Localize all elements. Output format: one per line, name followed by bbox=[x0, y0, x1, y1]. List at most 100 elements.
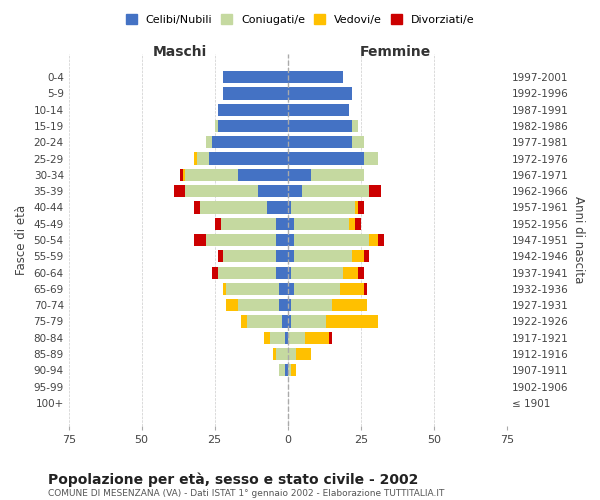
Bar bbox=[223, 71, 287, 83]
Bar bbox=[349, 218, 355, 230]
Text: Maschi: Maschi bbox=[152, 45, 207, 59]
Bar bbox=[311, 169, 364, 181]
Bar bbox=[276, 250, 287, 262]
Bar bbox=[370, 185, 381, 198]
Bar bbox=[287, 299, 290, 312]
Bar bbox=[352, 250, 364, 262]
Bar bbox=[302, 185, 370, 198]
Bar bbox=[212, 136, 287, 148]
Bar bbox=[194, 234, 206, 246]
Bar bbox=[355, 202, 358, 213]
Bar bbox=[179, 169, 182, 181]
Bar bbox=[358, 266, 364, 278]
Bar bbox=[287, 152, 364, 164]
Bar bbox=[218, 120, 287, 132]
Bar bbox=[296, 348, 311, 360]
Bar bbox=[194, 202, 200, 213]
Bar bbox=[287, 332, 305, 344]
Bar bbox=[182, 169, 185, 181]
Bar bbox=[305, 332, 329, 344]
Bar bbox=[352, 136, 364, 148]
Bar bbox=[287, 88, 352, 100]
Bar bbox=[215, 120, 218, 132]
Bar bbox=[287, 348, 296, 360]
Bar bbox=[293, 283, 340, 295]
Bar bbox=[355, 218, 361, 230]
Bar bbox=[276, 218, 287, 230]
Bar bbox=[293, 234, 370, 246]
Bar bbox=[290, 299, 332, 312]
Bar bbox=[287, 104, 349, 116]
Bar bbox=[287, 266, 290, 278]
Bar bbox=[276, 266, 287, 278]
Bar bbox=[218, 104, 287, 116]
Bar bbox=[343, 266, 358, 278]
Bar bbox=[223, 88, 287, 100]
Bar bbox=[185, 185, 259, 198]
Bar bbox=[212, 266, 218, 278]
Bar bbox=[279, 283, 287, 295]
Bar bbox=[287, 218, 293, 230]
Bar bbox=[287, 250, 293, 262]
Bar bbox=[279, 364, 285, 376]
Bar bbox=[273, 348, 276, 360]
Bar bbox=[241, 316, 247, 328]
Bar bbox=[218, 250, 223, 262]
Text: Femmine: Femmine bbox=[360, 45, 431, 59]
Bar bbox=[215, 218, 221, 230]
Bar bbox=[226, 283, 279, 295]
Legend: Celibi/Nubili, Coniugati/e, Vedovi/e, Divorziati/e: Celibi/Nubili, Coniugati/e, Vedovi/e, Di… bbox=[122, 10, 478, 28]
Bar bbox=[287, 136, 352, 148]
Bar bbox=[206, 234, 276, 246]
Bar bbox=[287, 283, 293, 295]
Bar bbox=[293, 218, 349, 230]
Bar bbox=[174, 185, 185, 198]
Bar bbox=[287, 364, 290, 376]
Bar bbox=[223, 283, 226, 295]
Bar bbox=[287, 120, 352, 132]
Bar bbox=[185, 169, 238, 181]
Bar bbox=[279, 299, 287, 312]
Bar bbox=[290, 316, 326, 328]
Bar bbox=[364, 250, 370, 262]
Bar bbox=[259, 185, 287, 198]
Bar bbox=[265, 332, 270, 344]
Bar bbox=[340, 283, 364, 295]
Bar bbox=[378, 234, 384, 246]
Bar bbox=[276, 348, 287, 360]
Bar bbox=[364, 283, 367, 295]
Bar bbox=[287, 202, 290, 213]
Text: COMUNE DI MESENZANA (VA) - Dati ISTAT 1° gennaio 2002 - Elaborazione TUTTITALIA.: COMUNE DI MESENZANA (VA) - Dati ISTAT 1°… bbox=[48, 489, 445, 498]
Bar bbox=[290, 202, 355, 213]
Bar bbox=[209, 152, 287, 164]
Bar bbox=[287, 71, 343, 83]
Bar bbox=[194, 152, 197, 164]
Bar bbox=[285, 364, 287, 376]
Bar bbox=[331, 299, 367, 312]
Bar bbox=[290, 364, 296, 376]
Bar bbox=[238, 299, 279, 312]
Bar bbox=[221, 218, 276, 230]
Bar bbox=[287, 185, 302, 198]
Bar bbox=[290, 266, 343, 278]
Bar bbox=[370, 234, 378, 246]
Bar bbox=[270, 332, 285, 344]
Bar bbox=[197, 152, 209, 164]
Bar bbox=[358, 202, 364, 213]
Y-axis label: Fasce di età: Fasce di età bbox=[15, 205, 28, 275]
Bar bbox=[287, 234, 293, 246]
Bar bbox=[326, 316, 378, 328]
Bar bbox=[293, 250, 352, 262]
Bar bbox=[329, 332, 332, 344]
Bar bbox=[223, 250, 276, 262]
Bar bbox=[282, 316, 287, 328]
Bar bbox=[364, 152, 378, 164]
Bar bbox=[218, 266, 276, 278]
Bar bbox=[247, 316, 282, 328]
Bar bbox=[352, 120, 358, 132]
Text: Popolazione per età, sesso e stato civile - 2002: Popolazione per età, sesso e stato civil… bbox=[48, 472, 418, 487]
Bar bbox=[287, 316, 290, 328]
Bar bbox=[206, 136, 212, 148]
Bar bbox=[287, 169, 311, 181]
Bar bbox=[200, 202, 267, 213]
